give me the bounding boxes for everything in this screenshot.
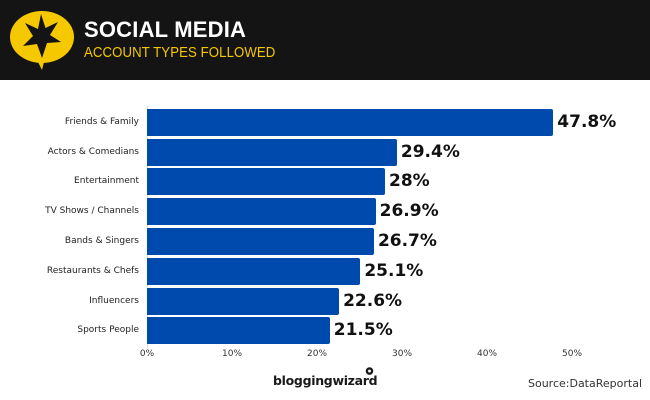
value-label: 22.6%	[343, 291, 403, 311]
chart-subtitle: ACCOUNT TYPES FOLLOWED	[84, 44, 276, 61]
bar	[147, 228, 374, 255]
brand-speech-icon	[365, 367, 374, 375]
bar	[147, 139, 397, 166]
brand-logo: bloggingwizard	[273, 373, 378, 388]
bar	[147, 198, 376, 225]
category-label: TV Shows / Channels	[45, 206, 139, 216]
value-label: 29.4%	[400, 142, 460, 162]
chart-title: SOCIAL MEDIA	[84, 17, 247, 42]
x-tick-label: 20%	[306, 349, 328, 359]
value-label: 28%	[389, 171, 430, 191]
category-label: Entertainment	[74, 176, 139, 186]
category-label: Actors & Comedians	[47, 147, 139, 157]
category-label: Sports People	[77, 325, 139, 335]
value-label: 26.7%	[377, 231, 437, 251]
star-speech-bubble-icon	[10, 11, 74, 70]
category-label: Friends & Family	[64, 117, 139, 127]
value-label: 21.5%	[333, 320, 393, 340]
bar	[147, 109, 554, 136]
bar	[147, 317, 330, 344]
category-label: Bands & Singers	[64, 236, 139, 246]
x-tick-label: 40%	[476, 349, 498, 359]
bar	[147, 168, 385, 195]
value-label: 26.9%	[379, 201, 439, 221]
bar	[147, 258, 361, 285]
x-tick-label: 10%	[221, 349, 243, 359]
x-tick-label: 50%	[561, 349, 583, 359]
y-axis-line	[147, 106, 148, 348]
category-label: Restaurants & Chefs	[46, 266, 139, 276]
x-tick-label: 0%	[139, 349, 155, 359]
category-label: Influencers	[89, 296, 139, 306]
x-tick-label: 30%	[391, 349, 413, 359]
value-label: 25.1%	[364, 261, 424, 281]
bar	[147, 288, 340, 315]
value-label: 47.8%	[557, 112, 617, 132]
source-note: Source:DataReportal	[527, 377, 642, 390]
header-banner: SOCIAL MEDIA ACCOUNT TYPES FOLLOWED	[0, 0, 650, 80]
